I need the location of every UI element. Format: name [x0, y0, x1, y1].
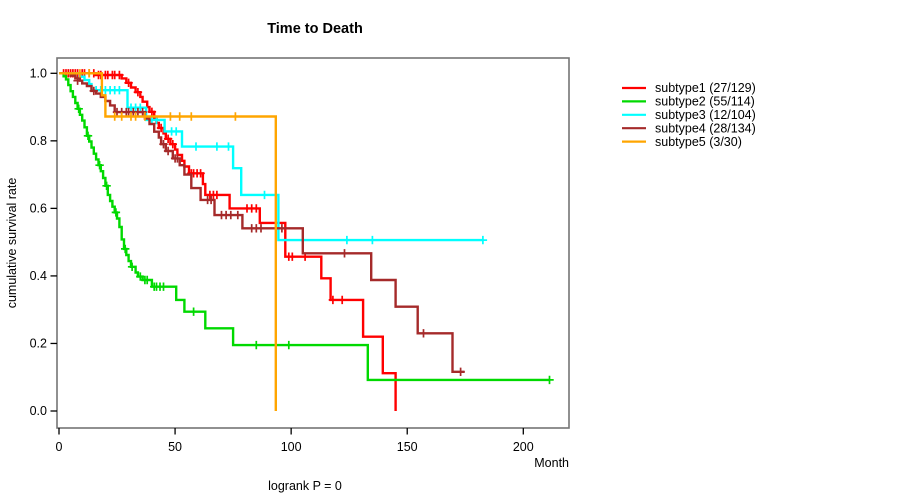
x-tick-label: 0	[56, 440, 63, 454]
plot-title: Time to Death	[267, 21, 363, 37]
legend-label-subtype4: subtype4 (28/134)	[655, 121, 756, 135]
legend-item-subtype2: subtype2 (55/114)	[622, 95, 755, 109]
logrank-pvalue-note: logrank P = 0	[268, 479, 342, 493]
survival-curve-subtype5	[59, 72, 277, 411]
x-axis-label: Month	[534, 456, 569, 470]
survival-curve-subtype3	[59, 72, 483, 242]
x-tick-label: 50	[168, 440, 182, 454]
legend-label-subtype3: subtype3 (12/104)	[655, 108, 756, 122]
axis-ticks: 0 50 100 150 200 0.0 0.2 0.4 0.6 0.8 1.0	[30, 67, 534, 455]
censor-marks-subtype4	[73, 76, 465, 376]
y-tick-label: 0.4	[30, 269, 47, 283]
censor-marks-subtype2	[74, 104, 554, 385]
x-tick-label: 200	[513, 440, 534, 454]
x-tick-label: 150	[397, 440, 418, 454]
y-tick-label: 0.6	[30, 202, 47, 216]
plot-border	[56, 57, 570, 429]
x-tick-label: 100	[281, 440, 302, 454]
legend-label-subtype2: subtype2 (55/114)	[655, 95, 755, 109]
legend-item-subtype3: subtype3 (12/104)	[622, 108, 756, 122]
legend: subtype1 (27/129)subtype2 (55/114)subtyp…	[622, 81, 756, 149]
y-tick-label: 1.0	[30, 67, 47, 81]
legend-label-subtype1: subtype1 (27/129)	[655, 81, 756, 95]
y-tick-label: 0.2	[30, 337, 47, 351]
survival-curve-subtype4	[59, 72, 465, 373]
survival-curve-subtype2	[59, 72, 550, 382]
legend-item-subtype4: subtype4 (28/134)	[622, 121, 756, 135]
y-tick-label: 0.0	[30, 404, 47, 418]
y-axis-label: cumulative survival rate	[5, 178, 19, 309]
legend-item-subtype1: subtype1 (27/129)	[622, 81, 756, 95]
survival-curve-subtype1	[59, 72, 397, 411]
legend-label-subtype5: subtype5 (3/30)	[655, 135, 742, 149]
survival-curves	[59, 69, 554, 411]
censor-marks-subtype5	[75, 69, 240, 121]
legend-item-subtype5: subtype5 (3/30)	[622, 135, 742, 149]
y-tick-label: 0.8	[30, 134, 47, 148]
